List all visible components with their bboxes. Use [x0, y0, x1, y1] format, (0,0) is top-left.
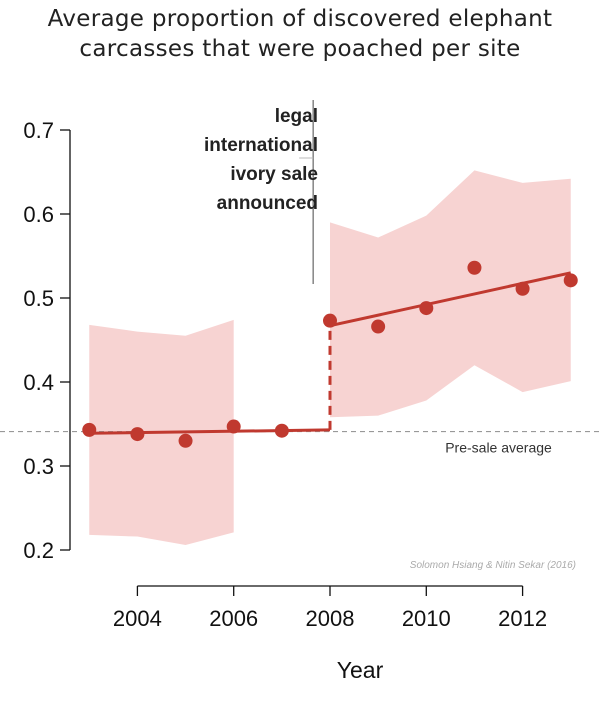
data-point — [563, 273, 578, 288]
x-tick-label: 2006 — [209, 606, 258, 631]
y-tick-label: 0.2 — [23, 538, 54, 563]
data-point — [82, 422, 97, 437]
annotation-line: announced — [217, 193, 318, 214]
x-axis: 2004 2006 2008 2010 2012 — [113, 585, 547, 631]
y-tick-label: 0.6 — [23, 202, 54, 227]
confidence-bands — [89, 170, 571, 545]
y-axis: 0.2 0.3 0.4 0.5 0.6 0.7 — [23, 118, 71, 563]
pre-sale-average-label: Pre-sale average — [445, 440, 552, 456]
confidence-band-post — [330, 170, 571, 418]
data-point — [419, 301, 434, 316]
event-line — [299, 100, 314, 284]
annotation-line: international — [204, 135, 318, 156]
y-tick-label: 0.4 — [23, 370, 54, 395]
data-point — [323, 313, 337, 328]
data-point — [371, 319, 386, 334]
y-tick-label: 0.7 — [23, 118, 54, 143]
annotation-line: ivory sale — [230, 164, 318, 185]
data-point — [467, 260, 482, 275]
trend-line-post — [329, 271, 572, 328]
x-axis-label: Year — [337, 657, 384, 683]
y-tick-label: 0.5 — [23, 286, 54, 311]
x-tick-label: 2010 — [402, 606, 451, 631]
chart-title-line-1: Average proportion of discovered elephan… — [47, 6, 553, 32]
chart-title: Average proportion of discovered elephan… — [0, 4, 600, 64]
annotation: legal international ivory sale announced — [204, 106, 318, 214]
y-tick-label: 0.3 — [23, 454, 54, 479]
trend-line-pre — [89, 428, 331, 435]
data-point — [515, 281, 530, 296]
data-point — [274, 423, 289, 438]
x-tick-label: 2012 — [498, 606, 547, 631]
chart-title-line-2: carcasses that were poached per site — [79, 36, 521, 62]
credit-label: Solomon Hsiang & Nitin Sekar (2016) — [410, 560, 576, 571]
x-tick-label: 2004 — [113, 606, 162, 631]
trend-lines — [89, 271, 572, 435]
annotation-line: legal — [275, 106, 318, 127]
data-point — [178, 433, 193, 448]
data-points — [82, 260, 578, 448]
data-point — [130, 427, 145, 442]
x-tick-label: 2008 — [306, 606, 355, 631]
data-point — [226, 419, 241, 434]
